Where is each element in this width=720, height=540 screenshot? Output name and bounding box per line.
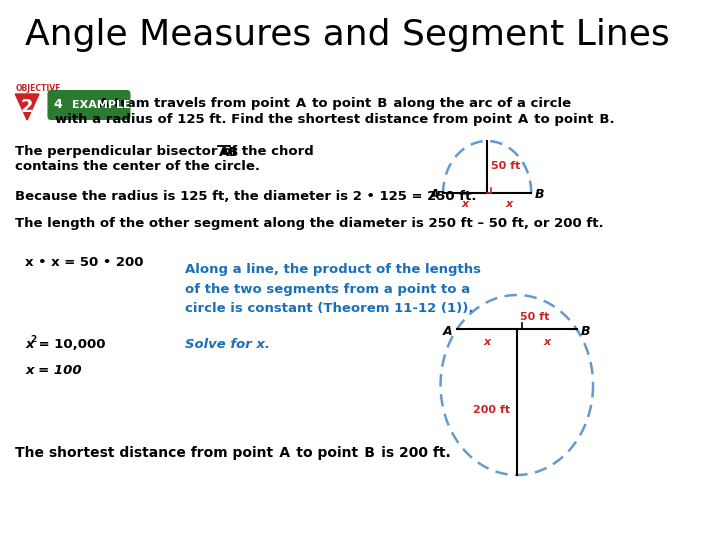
Text: Solve for x.: Solve for x. bbox=[185, 339, 269, 352]
Text: AB: AB bbox=[219, 145, 239, 159]
Text: x • x = 50 • 200: x • x = 50 • 200 bbox=[25, 256, 144, 269]
Text: B: B bbox=[534, 187, 544, 200]
Text: = 10,000: = 10,000 bbox=[34, 339, 105, 352]
Text: Along a line, the product of the lengths
of the two segments from a point to a
c: Along a line, the product of the lengths… bbox=[185, 263, 481, 315]
Text: 50 ft: 50 ft bbox=[520, 312, 549, 322]
Text: A tram travels from point  A  to point  B  along the arc of a circle: A tram travels from point A to point B a… bbox=[99, 98, 571, 111]
Text: OBJECTIVE: OBJECTIVE bbox=[15, 84, 60, 93]
FancyBboxPatch shape bbox=[48, 90, 130, 120]
Text: x: x bbox=[505, 199, 513, 209]
Text: 200 ft: 200 ft bbox=[473, 405, 510, 415]
Text: 4: 4 bbox=[53, 98, 62, 111]
Text: x: x bbox=[462, 199, 469, 209]
Text: contains the center of the circle.: contains the center of the circle. bbox=[15, 159, 260, 172]
Text: 50 ft: 50 ft bbox=[491, 161, 521, 171]
Text: x = 100: x = 100 bbox=[25, 363, 82, 376]
Text: x: x bbox=[483, 337, 490, 347]
Text: 2: 2 bbox=[21, 98, 33, 116]
Polygon shape bbox=[15, 94, 39, 120]
Text: Angle Measures and Segment Lines: Angle Measures and Segment Lines bbox=[25, 18, 670, 52]
Text: B: B bbox=[581, 325, 590, 338]
Text: x: x bbox=[25, 339, 34, 352]
Text: Because the radius is 125 ft, the diameter is 2 • 125 = 250 ft.: Because the radius is 125 ft, the diamet… bbox=[15, 190, 477, 202]
Text: The shortest distance from point  A  to point  B  is 200 ft.: The shortest distance from point A to po… bbox=[15, 446, 451, 460]
Text: A: A bbox=[430, 187, 440, 200]
Text: 2: 2 bbox=[30, 335, 37, 345]
Text: EXAMPLE: EXAMPLE bbox=[72, 100, 130, 110]
Text: with a radius of 125 ft. Find the shortest distance from point  A  to point  B.: with a radius of 125 ft. Find the shorte… bbox=[55, 112, 614, 125]
Text: The length of the other segment along the diameter is 250 ft – 50 ft, or 200 ft.: The length of the other segment along th… bbox=[15, 218, 604, 231]
Text: x: x bbox=[543, 337, 550, 347]
Text: A: A bbox=[443, 325, 453, 338]
Text: The perpendicular bisector of the chord: The perpendicular bisector of the chord bbox=[15, 145, 319, 159]
